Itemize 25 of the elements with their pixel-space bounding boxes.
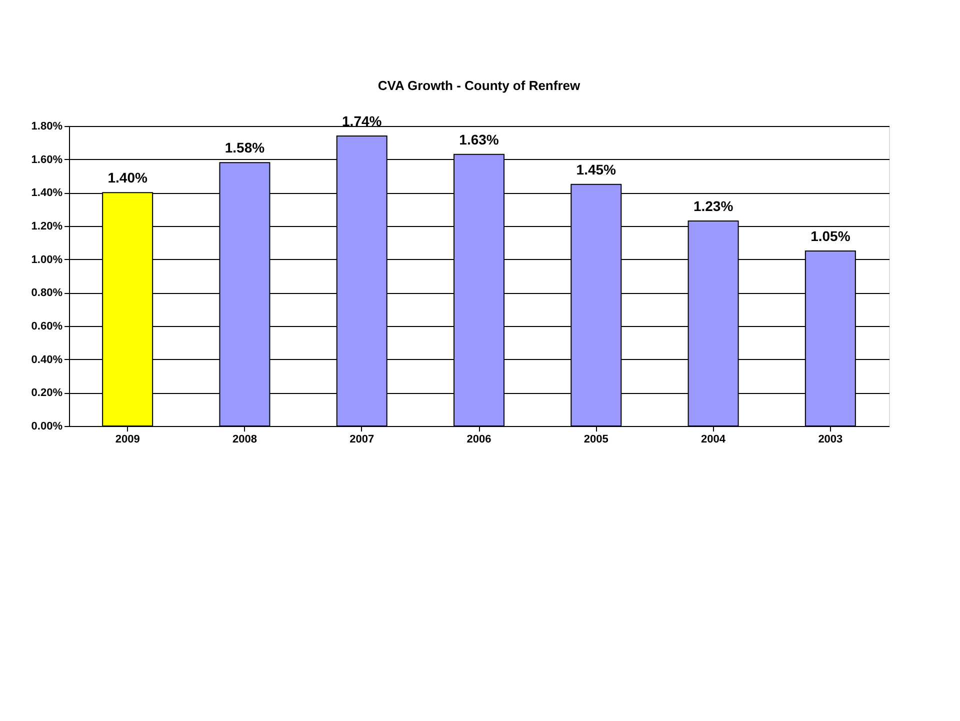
- y-tick-label: 1.40%: [31, 187, 63, 200]
- chart-title: CVA Growth - County of Renfrew: [378, 78, 581, 93]
- data-label: 1.40%: [108, 170, 148, 186]
- x-tick-label: 2007: [350, 434, 374, 446]
- data-label: 1.74%: [342, 113, 382, 129]
- y-tick-label: 1.00%: [31, 254, 63, 266]
- data-label: 1.23%: [693, 198, 734, 214]
- data-label: 1.45%: [576, 161, 617, 178]
- x-tick-label: 2005: [584, 434, 608, 446]
- x-tick-label: 2004: [701, 434, 726, 446]
- y-tick-label: 0.20%: [31, 387, 63, 400]
- y-tick-label: 0.40%: [31, 354, 63, 366]
- data-label: 1.63%: [459, 131, 500, 148]
- y-tick-label: 1.80%: [31, 120, 63, 132]
- y-tick-label: 0.00%: [31, 420, 63, 432]
- x-tick-label: 2003: [818, 434, 843, 446]
- x-tick-label: 2009: [115, 434, 140, 446]
- data-label: 1.58%: [224, 140, 266, 156]
- x-tick-label: 2008: [232, 434, 257, 446]
- data-label: 1.05%: [810, 228, 851, 244]
- y-tick-label: 0.60%: [31, 320, 63, 332]
- y-tick-label: 0.80%: [31, 287, 63, 300]
- y-tick-label: 1.20%: [31, 220, 63, 232]
- x-tick-label: 2006: [466, 434, 492, 446]
- y-tick-label: 1.60%: [31, 154, 63, 166]
